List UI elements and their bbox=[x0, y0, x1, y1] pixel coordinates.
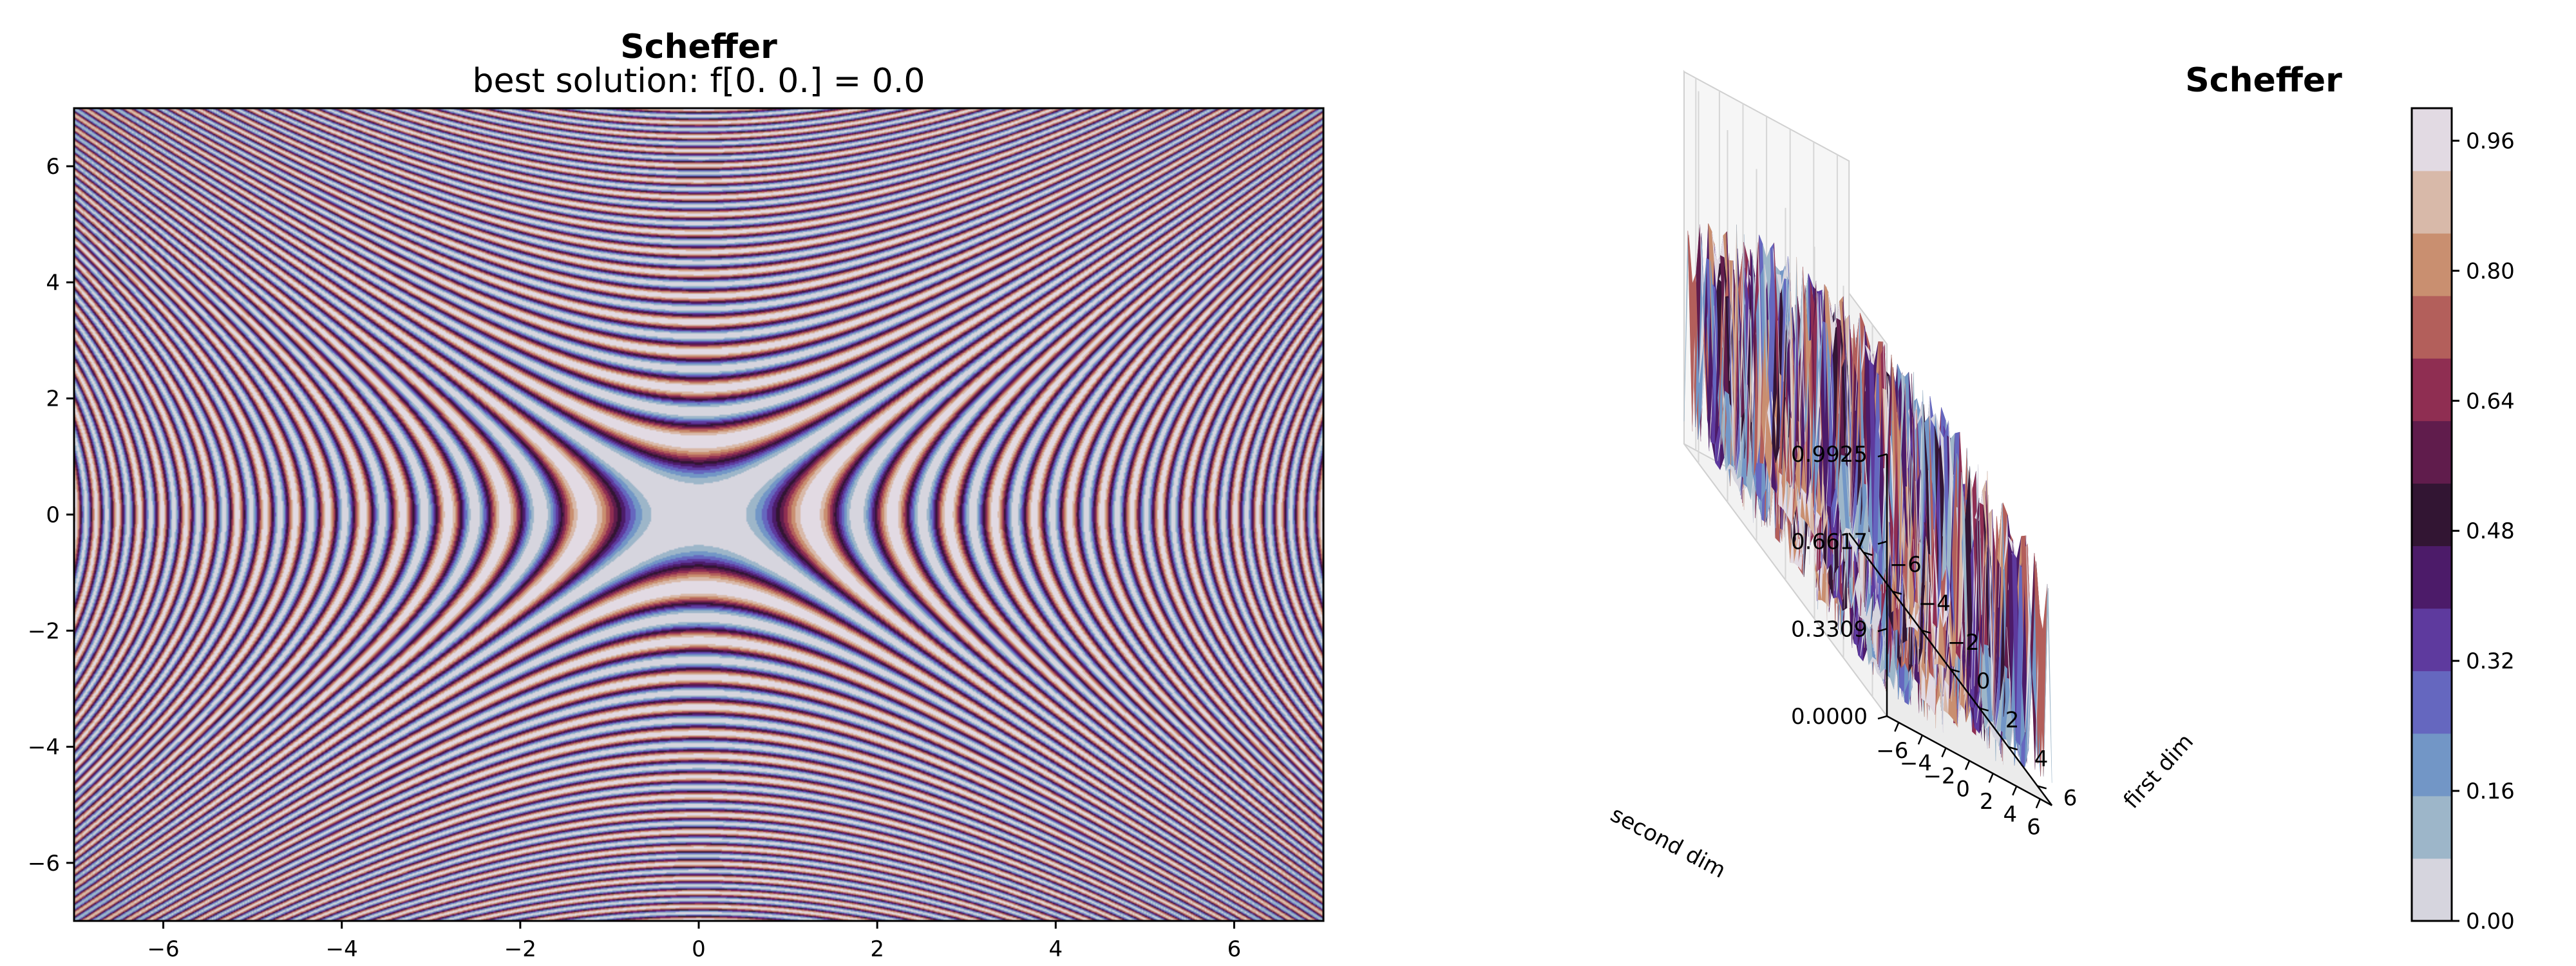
colorbar-band bbox=[2412, 545, 2452, 609]
surface-second-tick-label: 6 bbox=[2027, 815, 2041, 840]
colorbar-band bbox=[2412, 233, 2452, 296]
surface-ztick-label: 0.9925 bbox=[1791, 442, 1868, 468]
contour-xtick-label: 2 bbox=[870, 936, 884, 962]
colorbar-band bbox=[2412, 670, 2452, 734]
surface-second-tick-mark bbox=[1894, 722, 1900, 732]
colorbar-bands bbox=[2412, 108, 2452, 922]
contour-ytick-label: 2 bbox=[46, 386, 60, 412]
surface-second-tick-label: −6 bbox=[1876, 738, 1908, 764]
contour-xtick-label: 6 bbox=[1227, 936, 1242, 962]
surface-first-tick-mark bbox=[1892, 591, 1902, 595]
surface-first-tick-label: 6 bbox=[2063, 785, 2078, 811]
contour-ytick-label: −4 bbox=[28, 735, 60, 761]
colorbar-band bbox=[2412, 795, 2452, 859]
contour-xtick-label: −6 bbox=[147, 936, 180, 962]
surface-first-tick-label: 4 bbox=[2034, 746, 2049, 772]
contour-raster bbox=[74, 108, 1323, 921]
surface-ylabel: second dim bbox=[1606, 802, 1730, 884]
colorbar-tick-label: 0.32 bbox=[2466, 649, 2515, 674]
surface-ztick-mark bbox=[1877, 453, 1888, 458]
surface-second-tick-label: −4 bbox=[1900, 751, 1932, 777]
surface-title: Scheffer bbox=[2185, 61, 2342, 100]
surface-second-tick-mark bbox=[2035, 799, 2041, 809]
surface-second-tick-mark bbox=[1917, 735, 1924, 745]
contour-y-axis: 6 4 2 0 −2 −4 −6 bbox=[28, 154, 74, 876]
surface-first-tick-mark bbox=[1921, 629, 1931, 634]
surface-mesh bbox=[1683, 223, 2052, 783]
surface-first-tick-mark bbox=[2037, 785, 2047, 790]
colorbar-tick-label: 0.64 bbox=[2466, 388, 2515, 414]
contour-xtick-label: 0 bbox=[692, 936, 706, 962]
contour-ytick-label: 0 bbox=[46, 502, 60, 528]
surface-first-tick-label: 2 bbox=[2005, 708, 2020, 734]
colorbar-band bbox=[2412, 483, 2452, 547]
surface-ztick-label: 0.3309 bbox=[1791, 616, 1868, 642]
colorbar-tick-label: 0.80 bbox=[2466, 258, 2515, 284]
colorbar-band bbox=[2412, 171, 2452, 234]
contour-title: Scheffer bbox=[620, 28, 777, 66]
contour-field bbox=[74, 108, 1323, 921]
colorbar-band bbox=[2412, 733, 2452, 797]
surface-xlabel: first dim bbox=[2119, 729, 2199, 814]
surface-first-tick-label: 0 bbox=[1976, 668, 1991, 694]
contour-xtick-label: −2 bbox=[504, 936, 536, 962]
colorbar-tick-label: 0.00 bbox=[2466, 909, 2515, 934]
colorbar-band bbox=[2412, 296, 2452, 359]
surface-ztick-mark bbox=[1877, 540, 1888, 545]
contour-subtitle: best solution: f[0. 0.] = 0.0 bbox=[473, 62, 925, 100]
surface-first-tick-mark bbox=[1950, 668, 1960, 673]
surface-ztick-mark bbox=[1877, 715, 1888, 720]
surface-first-tick-mark bbox=[1863, 551, 1873, 556]
surface-first-tick-mark bbox=[1979, 707, 1989, 712]
colorbar-band bbox=[2412, 108, 2452, 171]
surface-second-tick-label: 4 bbox=[2003, 802, 2017, 828]
surface-second-tick-mark bbox=[1964, 760, 1971, 770]
colorbar-band bbox=[2412, 421, 2452, 484]
surface-facet bbox=[2043, 583, 2052, 783]
colorbar: 0.00 0.16 0.32 0.48 0.64 0.80 0.96 bbox=[2410, 107, 2515, 934]
contour-ytick-label: −6 bbox=[28, 851, 60, 876]
surface-first-tick-label: −2 bbox=[1947, 630, 1980, 656]
contour-xtick-label: −4 bbox=[326, 936, 358, 962]
colorbar-tick-label: 0.96 bbox=[2466, 128, 2515, 154]
surface-second-tick-label: −2 bbox=[1923, 764, 1955, 790]
surface-first-tick-mark bbox=[2008, 746, 2018, 751]
surface-second-tick-label: 2 bbox=[1980, 789, 1994, 815]
surface-first-tick-label: −4 bbox=[1918, 591, 1951, 616]
colorbar-band bbox=[2412, 608, 2452, 672]
contour-ytick-label: 4 bbox=[46, 270, 60, 296]
contour-ytick-label: 6 bbox=[46, 154, 60, 180]
colorbar-tick-label: 0.16 bbox=[2466, 779, 2515, 804]
contour-x-axis: −6 −4 −2 0 2 4 6 bbox=[147, 921, 1242, 962]
surface-second-tick-mark bbox=[2012, 786, 2018, 796]
colorbar-band bbox=[2412, 858, 2452, 922]
colorbar-frame bbox=[2410, 107, 2453, 922]
surface-ztick-mark bbox=[1877, 628, 1888, 632]
surface-first-tick-label: −6 bbox=[1889, 552, 1922, 578]
surface-second-tick-mark bbox=[1941, 748, 1947, 757]
colorbar-ticks: 0.00 0.16 0.32 0.48 0.64 0.80 0.96 bbox=[2452, 128, 2515, 934]
contour-panel: Scheffer best solution: f[0. 0.] = 0.0 −… bbox=[28, 28, 1325, 962]
colorbar-band bbox=[2412, 358, 2452, 421]
contour-xtick-label: 4 bbox=[1048, 936, 1063, 962]
surface-second-tick-mark bbox=[1988, 773, 1994, 783]
contour-ytick-label: −2 bbox=[28, 618, 60, 644]
colorbar-tick-label: 0.48 bbox=[2466, 518, 2515, 544]
surface-ztick-label: 0.0000 bbox=[1791, 704, 1868, 730]
surface-second-tick-label: 0 bbox=[1956, 776, 1970, 802]
